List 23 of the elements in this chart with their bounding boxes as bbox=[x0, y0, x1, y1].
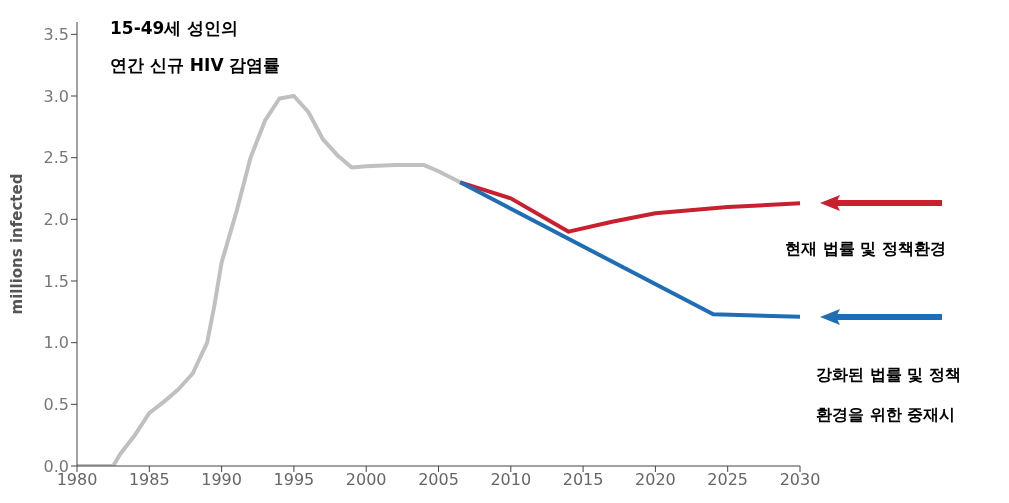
line-series bbox=[458, 180, 800, 234]
y-tick-label: 2.5 bbox=[43, 148, 69, 168]
text: 강화된 법률 및 정책 환경을 위한 중재시 bbox=[816, 364, 961, 424]
text: 현재 법률 및 정책환경 bbox=[785, 238, 946, 261]
y-tick-label: 2.0 bbox=[43, 210, 69, 230]
y-tick-label: 3.0 bbox=[43, 86, 69, 106]
y-axis-title: millions infected bbox=[8, 173, 27, 315]
y-tick-label: 3.5 bbox=[43, 25, 69, 45]
y-tick-label: 1.5 bbox=[43, 271, 69, 291]
x-tick-label: 2000 bbox=[345, 470, 387, 490]
x-tick-label: 2020 bbox=[635, 470, 676, 490]
x-tick-label: 2030 bbox=[779, 470, 821, 490]
y-tick-label: 1.0 bbox=[43, 333, 69, 353]
x-tick-label: 2025 bbox=[707, 470, 749, 490]
x-tick-label: 2010 bbox=[490, 470, 532, 490]
line-series bbox=[77, 94, 463, 466]
x-tick-label: 1995 bbox=[273, 470, 315, 490]
text: 15-49세 성인의 연간 신규 HIV 감염률 bbox=[110, 17, 281, 77]
y-tick-label: 0.5 bbox=[43, 395, 69, 415]
x-tick-label: 2015 bbox=[562, 470, 604, 490]
x-tick-label: 2005 bbox=[418, 470, 459, 490]
x-tick-label: 1985 bbox=[128, 470, 170, 490]
x-tick-label: 1990 bbox=[201, 470, 242, 490]
